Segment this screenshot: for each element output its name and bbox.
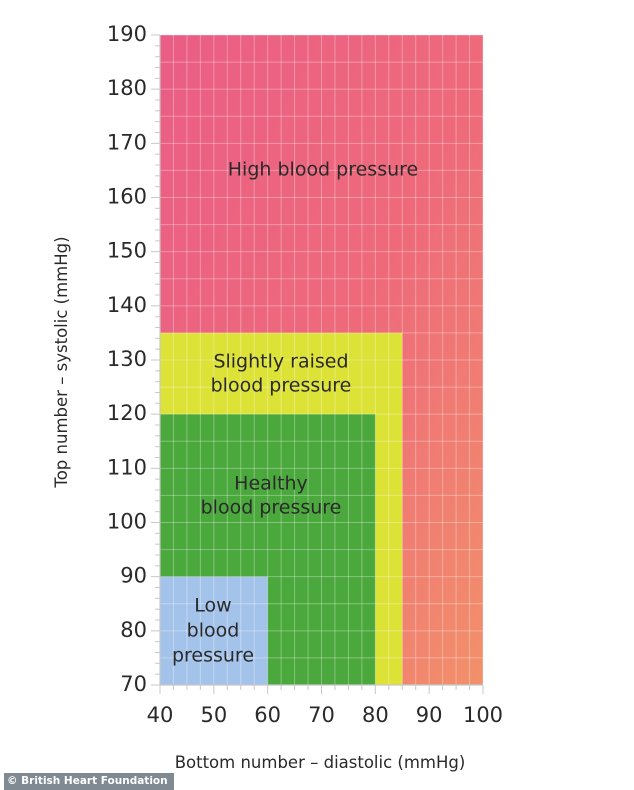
x-tick-label: 70 [308, 703, 335, 727]
x-axis-title: Bottom number – diastolic (mmHg) [175, 753, 466, 772]
zone-label-0-0: High blood pressure [228, 159, 418, 181]
zones-layer [160, 35, 483, 685]
y-tick-label: 70 [120, 672, 147, 696]
x-tick-label: 50 [200, 703, 227, 727]
zone-label-2-0: Healthy [234, 473, 308, 495]
x-tick-label: 60 [254, 703, 281, 727]
y-tick-label: 80 [120, 618, 147, 642]
y-tick-label: 170 [107, 130, 147, 154]
axes-layer: 70 80 90 100 110 120 130 140 150 160 170 180 190 40 50… [107, 22, 503, 727]
y-tick-label: 180 [107, 76, 147, 100]
y-tick-label: 130 [107, 347, 147, 371]
y-tick-label: 110 [107, 455, 147, 479]
x-tick-label: 40 [147, 703, 174, 727]
y-axis-title: Top number – systolic (mmHg) [52, 236, 71, 488]
y-tick-label: 190 [107, 22, 147, 46]
zone-label-3-2: pressure [172, 645, 254, 667]
y-tick-label: 90 [120, 564, 147, 588]
x-tick-label: 90 [416, 703, 443, 727]
y-tick-label: 160 [107, 185, 147, 209]
copyright-credit: © British Heart Foundation [4, 773, 174, 790]
y-tick-label: 150 [107, 239, 147, 263]
zone-3 [160, 576, 268, 685]
y-tick-label: 140 [107, 293, 147, 317]
x-tick-label: 100 [463, 703, 503, 727]
zone-label-2-1: blood pressure [201, 497, 342, 519]
y-tick-label: 120 [107, 401, 147, 425]
zone-label-3-1: blood [187, 620, 240, 642]
y-tick-label: 100 [107, 510, 147, 534]
zone-label-1-1: blood pressure [211, 375, 352, 397]
zone-label-3-0: Low [194, 595, 231, 617]
x-tick-label: 80 [362, 703, 389, 727]
zone-label-1-0: Slightly raised [213, 351, 348, 373]
